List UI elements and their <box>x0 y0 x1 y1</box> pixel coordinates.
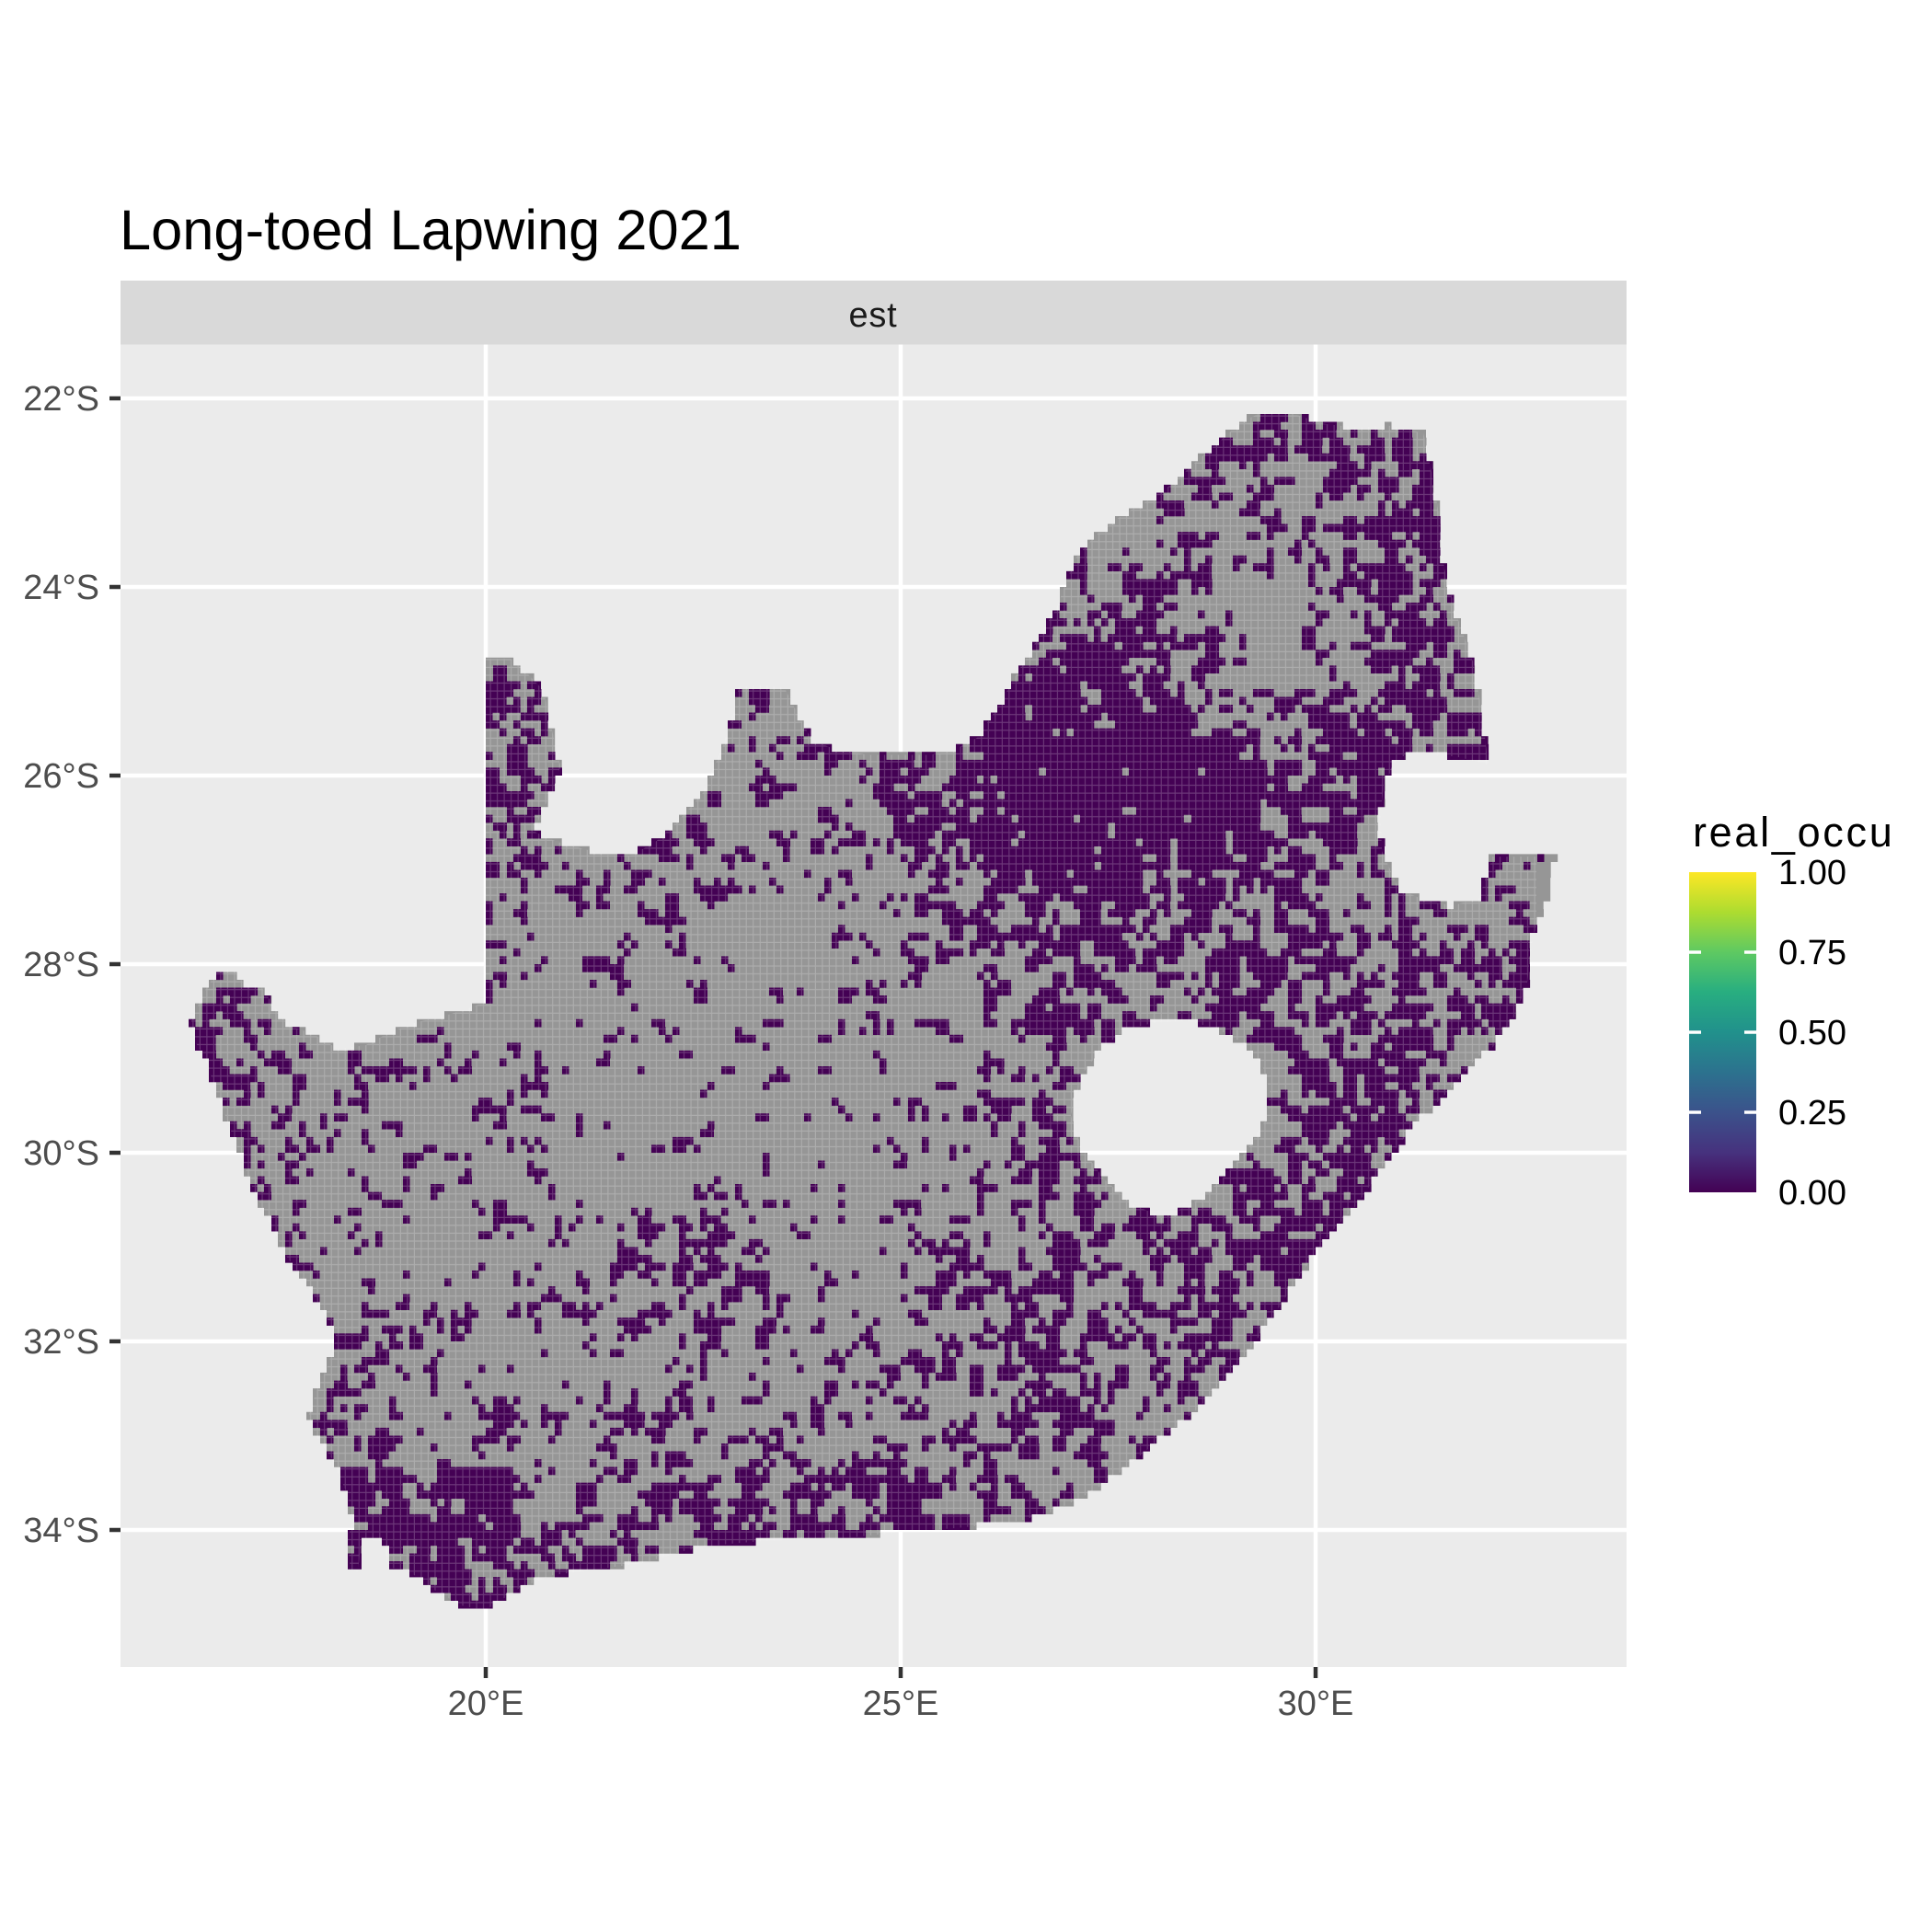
svg-text:26°S: 26°S <box>23 757 99 796</box>
svg-text:0.25: 0.25 <box>1778 1094 1846 1133</box>
svg-text:24°S: 24°S <box>23 569 99 607</box>
svg-text:20°E: 20°E <box>448 1685 524 1723</box>
svg-text:0.00: 0.00 <box>1778 1174 1846 1213</box>
svg-text:32°S: 32°S <box>23 1323 99 1362</box>
svg-text:Long-toed Lapwing 2021: Long-toed Lapwing 2021 <box>120 199 742 262</box>
svg-text:real_occu: real_occu <box>1693 809 1894 856</box>
svg-text:28°S: 28°S <box>23 946 99 984</box>
svg-text:0.50: 0.50 <box>1778 1014 1846 1052</box>
svg-text:30°S: 30°S <box>23 1134 99 1173</box>
svg-text:1.00: 1.00 <box>1778 854 1846 892</box>
svg-text:22°S: 22°S <box>23 380 99 419</box>
svg-text:30°E: 30°E <box>1278 1685 1354 1723</box>
svg-text:34°S: 34°S <box>23 1512 99 1550</box>
svg-text:25°E: 25°E <box>863 1685 939 1723</box>
svg-text:0.75: 0.75 <box>1778 934 1846 972</box>
svg-text:est: est <box>848 296 897 335</box>
